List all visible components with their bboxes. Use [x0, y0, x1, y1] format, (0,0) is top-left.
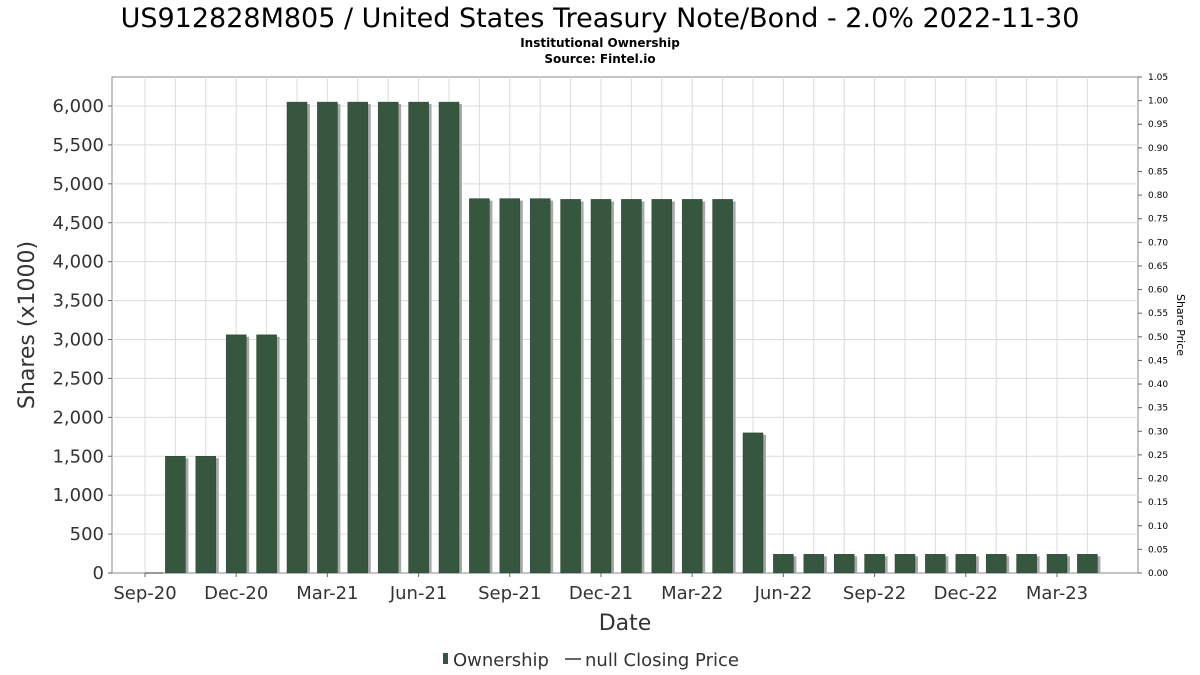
- x-tick-label: Jun-21: [389, 583, 448, 604]
- y2-tick-label: 0.90: [1148, 144, 1168, 154]
- x-tick-label: Dec-22: [934, 583, 998, 604]
- ownership-bar: [925, 554, 946, 574]
- ownership-bar: [712, 199, 733, 574]
- y-tick-label: 4,500: [52, 213, 104, 234]
- ownership-bar: [1077, 554, 1098, 574]
- y-tick-label: 500: [70, 524, 104, 545]
- y2-tick-label: 1.00: [1148, 97, 1168, 107]
- y2-tick-label: 0.75: [1148, 215, 1168, 225]
- y-tick-label: 6,000: [52, 96, 104, 117]
- x-tick-label: Mar-21: [296, 583, 358, 604]
- x-tick-label: Mar-22: [661, 583, 723, 604]
- y-tick-label: 3,500: [52, 291, 104, 312]
- ownership-bar: [195, 456, 217, 574]
- secondary-y-axis: 0.00 0.05 0.10 0.15 0.20 0.25 0.30 0.35 0.40 0.45…: [1138, 73, 1168, 579]
- y2-tick-label: 0.20: [1148, 475, 1168, 485]
- y-axis-label: Shares (x1000): [15, 241, 40, 409]
- ownership-bar: [256, 334, 277, 574]
- y2-tick-label: 0.60: [1148, 286, 1168, 296]
- y2-tick-label: 0.40: [1148, 380, 1168, 390]
- ownership-bar: [1046, 554, 1068, 574]
- x-tick-label: Dec-21: [569, 583, 633, 604]
- ownership-bar: [317, 101, 338, 574]
- ownership-bar: [469, 198, 490, 574]
- ownership-bar: [1016, 554, 1037, 574]
- ownership-bar: [773, 554, 794, 574]
- x-axis-label: Date: [599, 611, 652, 636]
- x-tick-label: Sep-21: [478, 583, 541, 604]
- y-tick-label: 5,000: [52, 174, 104, 195]
- bar-series: [145, 101, 1101, 574]
- ownership-bar: [590, 199, 612, 574]
- ownership-bar: [438, 101, 460, 574]
- ownership-bar: [621, 199, 642, 574]
- y2-tick-label: 0.30: [1148, 427, 1168, 437]
- legend: Ownership null Closing Price: [443, 650, 739, 671]
- ownership-bar: [681, 199, 703, 574]
- y2-tick-label: 0.70: [1148, 238, 1168, 248]
- y2-tick-label: 0.65: [1148, 262, 1168, 272]
- y2-tick-label: 0.35: [1148, 404, 1168, 414]
- y2-tick-label: 0.45: [1148, 356, 1168, 366]
- ownership-bar: [529, 198, 551, 574]
- ownership-bar: [894, 554, 916, 574]
- ownership-bar: [225, 334, 247, 574]
- x-axis: Sep-20 Dec-20 Mar-21 Jun-21 Sep-21 Dec-21 Mar-…: [113, 573, 1088, 604]
- chart-subtitle: Institutional Ownership: [520, 36, 680, 50]
- y-tick-label: 2,500: [52, 368, 104, 389]
- ownership-bar: [833, 554, 855, 574]
- x-tick-label: Sep-22: [843, 583, 906, 604]
- y2-tick-label: 0.80: [1148, 191, 1168, 201]
- y-tick-label: 1,500: [52, 446, 104, 467]
- y-tick-label: 1,000: [52, 485, 104, 506]
- y2-tick-label: 0.15: [1148, 498, 1168, 508]
- ownership-bar: [985, 554, 1007, 574]
- ownership-bar: [864, 554, 885, 574]
- ownership-bar: [347, 101, 369, 574]
- x-tick-label: Mar-23: [1026, 583, 1088, 604]
- y-tick-label: 2,000: [52, 407, 104, 428]
- y2-tick-label: 0.50: [1148, 333, 1168, 343]
- y-axis: 0 500 1,000 1,500 2,000 2,500 3,000 3,500 4,000 4…: [52, 96, 112, 584]
- y2-tick-label: 0.25: [1148, 451, 1168, 461]
- legend-price-label: null Closing Price: [585, 650, 739, 671]
- y-tick-label: 5,500: [52, 135, 104, 156]
- y2-tick-label: 0.85: [1148, 167, 1168, 177]
- y2-tick-label: 0.00: [1148, 569, 1168, 579]
- ownership-bar: [560, 199, 581, 574]
- legend-ownership-swatch: [443, 653, 448, 664]
- ownership-bar: [955, 554, 977, 574]
- x-tick-label: Sep-20: [113, 583, 176, 604]
- y2-tick-label: 1.05: [1148, 73, 1168, 83]
- ownership-bar: [286, 101, 308, 574]
- y2-tick-label: 0.95: [1148, 120, 1168, 130]
- y2-tick-label: 0.10: [1148, 522, 1168, 532]
- ownership-bar: [499, 198, 521, 574]
- secondary-y-axis-label: Share Price: [1174, 294, 1187, 356]
- legend-ownership-label: Ownership: [453, 650, 549, 671]
- y2-tick-label: 0.55: [1148, 309, 1168, 319]
- ownership-bar: [165, 456, 186, 574]
- y-tick-label: 0: [93, 563, 104, 584]
- chart-source: Source: Fintel.io: [544, 52, 655, 66]
- y-tick-label: 3,000: [52, 330, 104, 351]
- ownership-bar: [377, 101, 399, 574]
- ownership-bar: [408, 101, 429, 574]
- x-tick-label: Dec-20: [204, 583, 268, 604]
- ownership-bar: [651, 199, 673, 574]
- ownership-bar: [742, 432, 764, 574]
- x-tick-label: Jun-22: [754, 583, 813, 604]
- ownership-bar: [803, 554, 825, 574]
- chart-title: US912828M805 / United States Treasury No…: [121, 3, 1080, 34]
- y-tick-label: 4,000: [52, 252, 104, 273]
- y2-tick-label: 0.05: [1148, 545, 1168, 555]
